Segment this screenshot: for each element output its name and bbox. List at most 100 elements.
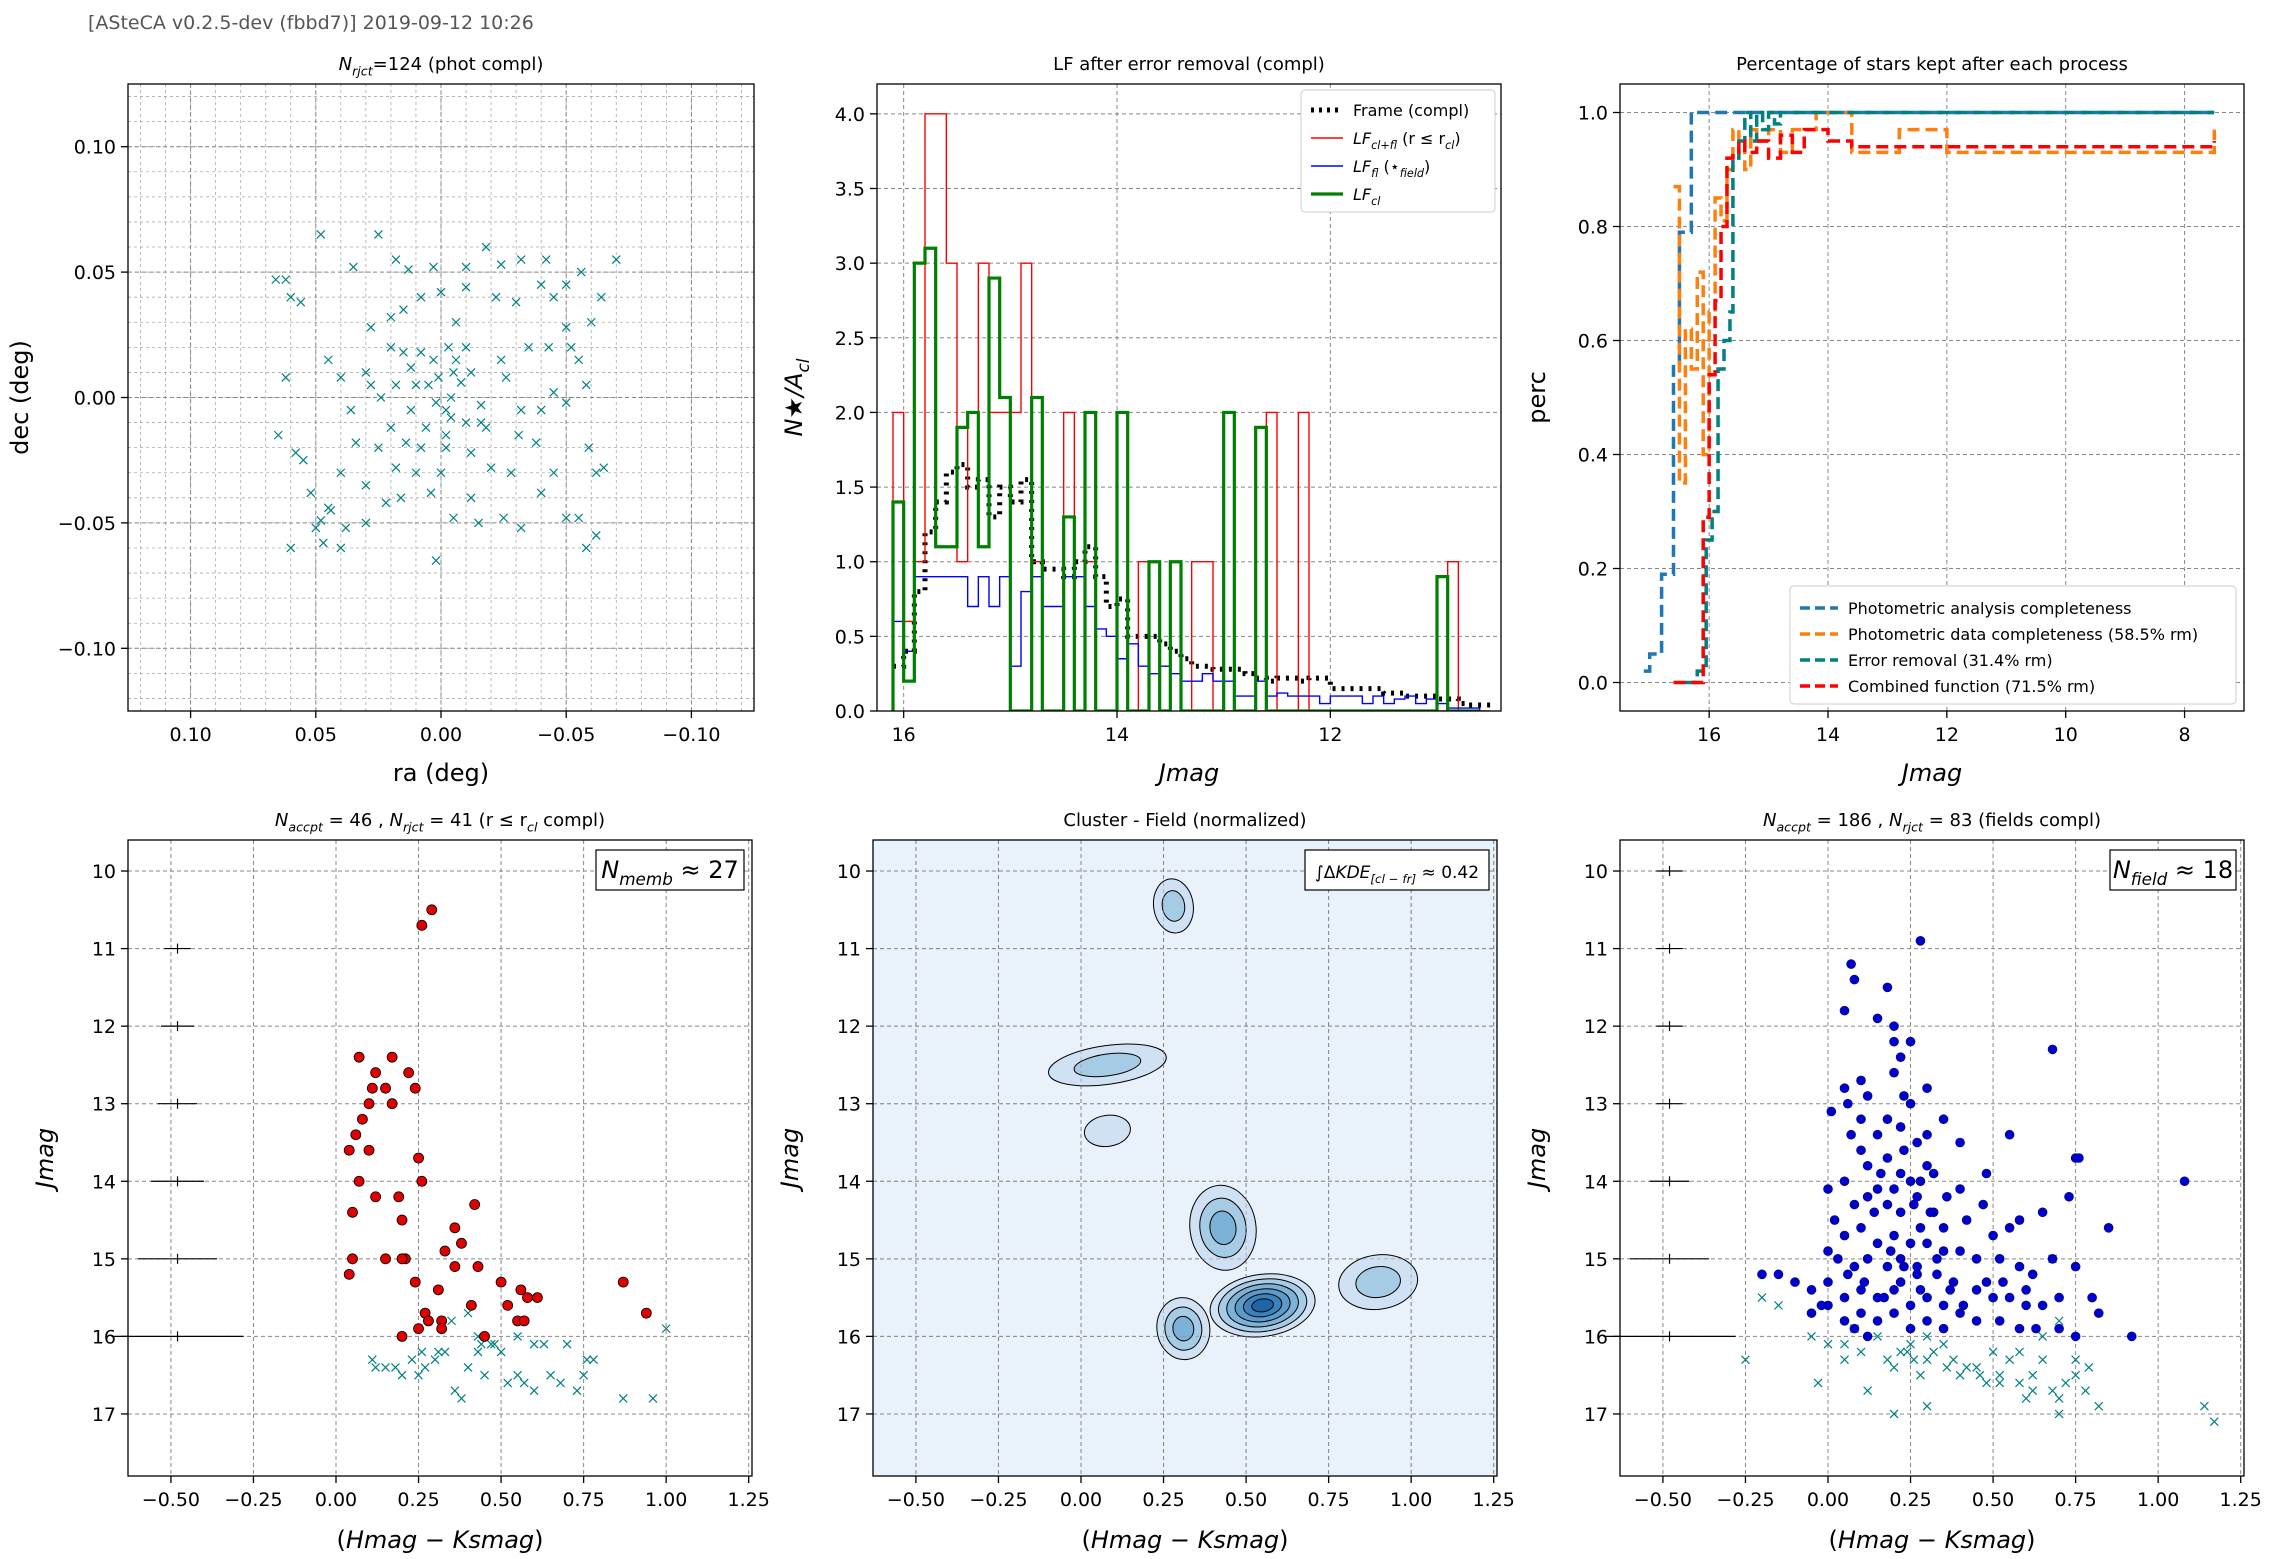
p6-member-point [1981, 1168, 1992, 1179]
p6-member-point [1889, 1308, 1899, 1318]
p4-rejected-point [447, 1316, 456, 1326]
p4-rejected-point [391, 1362, 400, 1372]
p4-rejected-point [618, 1394, 628, 1403]
p1-xtick-label: 0.00 [420, 724, 462, 746]
p1-point [461, 418, 471, 428]
p6-ytick-label: 12 [1584, 1016, 1608, 1038]
p6-rejected-point [1972, 1362, 1981, 1372]
p4-member-point [465, 1299, 477, 1311]
p3-title: Percentage of stars kept after each proc… [1736, 54, 2128, 75]
p1-point [451, 317, 461, 327]
p5-contours [1048, 878, 1419, 1361]
p1-xtick-label: 0.05 [295, 724, 337, 746]
p5-contour-level [1073, 1052, 1142, 1078]
p6-member-point [1856, 1075, 1866, 1086]
p1-point [348, 262, 358, 272]
p1-xtick-label: −0.10 [662, 724, 720, 746]
p6-member-point [2021, 1300, 2031, 1311]
p1-point [536, 488, 546, 498]
p4-xtick-label: 1.00 [645, 1489, 687, 1511]
p6-member-point [1905, 1300, 1916, 1311]
p4-member-point [353, 1175, 365, 1187]
p6-member-point [2070, 1331, 2081, 1342]
p2-ytick-label: 1.0 [835, 552, 865, 574]
p4-rejected-point [546, 1370, 556, 1380]
p3-series-line [1685, 110, 2215, 685]
p4-rejected-point [648, 1394, 658, 1403]
p2-ylabel: N★/Acl [780, 358, 813, 436]
p1-point [406, 405, 416, 415]
p6-member-point [1872, 1184, 1883, 1194]
p3-ytick-label: 0.0 [1578, 673, 1608, 695]
p6-frame [1619, 839, 2245, 1477]
p2-legend: Frame (compl) LFcl+fl (r ≤ rcl) LFfl (⋆fie… [1300, 89, 1496, 213]
p6-member-point [1843, 1269, 1853, 1280]
p4-axes: −0.50 −0.25 0.00 0.25 0.50 0.75 1.00 1.25 10 11 12… [92, 840, 770, 1511]
p4-ylabel: Jmag [31, 1128, 59, 1192]
p1-point [326, 505, 336, 515]
p1-point [461, 282, 471, 292]
p6-member-point [1862, 1254, 1873, 1264]
p4-ytick-label: 15 [92, 1249, 116, 1271]
p4-rejected-point [430, 1355, 440, 1365]
p4-member-point [432, 1284, 444, 1296]
p4-member-point [617, 1276, 629, 1288]
p6-member-point [2047, 1044, 2058, 1055]
p3-ylabel: perc [1523, 371, 1551, 424]
p1-point [561, 322, 571, 332]
p3-legend-box [1789, 585, 2237, 705]
p6-member-point [1994, 1316, 2005, 1326]
p1-point [516, 405, 526, 415]
p6-member-point [2179, 1176, 2190, 1187]
p4-rejected-point [661, 1324, 671, 1334]
p4-member-point [531, 1292, 543, 1304]
p5-ylabel: Jmag [776, 1128, 804, 1192]
p6-member-point [1833, 1254, 1843, 1264]
p6-member-point [1945, 1285, 1955, 1295]
p3-series [1643, 110, 2217, 685]
p6-rejected-point [1840, 1355, 1849, 1365]
p6-errorbars [1603, 866, 1736, 1342]
p6-rejected-point [1995, 1378, 2005, 1388]
p5-contour-level [1251, 1298, 1274, 1313]
p6-rejected-point [1906, 1339, 1915, 1349]
p1-point [496, 355, 506, 365]
p1-point [436, 287, 446, 297]
p4-rejected-point [417, 1347, 427, 1357]
p4-rejected-point [473, 1347, 483, 1357]
p6-member-point [1905, 1098, 1916, 1109]
p6-member-point [2014, 1215, 2025, 1225]
p6-member-point [1823, 1277, 1833, 1287]
p6-rejected-point [2094, 1401, 2104, 1411]
p1-point [373, 443, 383, 453]
p6-xtick-label: −0.50 [1634, 1489, 1692, 1511]
p1-point [511, 297, 521, 307]
p6-member-point [1839, 1292, 1850, 1303]
p6-member-point [1899, 1145, 1909, 1156]
p1-point [586, 317, 596, 327]
p6-member-point [2031, 1323, 2041, 1334]
p1-point [544, 342, 554, 352]
p6-member-point [1872, 1238, 1883, 1249]
p6-rejected-point [1896, 1347, 1906, 1357]
p4-rejected-point [381, 1362, 390, 1372]
p6-member-point [1899, 1261, 1909, 1272]
p6-member-point [1846, 1129, 1856, 1140]
p6-member-point [1971, 1316, 1982, 1326]
p6-member-point [1915, 936, 1926, 946]
p6-rejected-point [2038, 1331, 2048, 1341]
p5-title: Cluster - Field (normalized) [1063, 810, 1306, 831]
p5-xtick-label: 0.25 [1142, 1489, 1184, 1511]
p1-point [273, 430, 283, 440]
p2-series [891, 113, 1493, 711]
p4-member-point [396, 1253, 408, 1265]
p6-rejected-point [2048, 1386, 2057, 1396]
p5-xtick-label: 1.25 [1473, 1489, 1515, 1511]
p5-ytick-label: 17 [837, 1404, 861, 1426]
p6-rejected-point [1939, 1339, 1948, 1349]
p6-member-point [1889, 1230, 1899, 1241]
p1-point [366, 322, 376, 332]
p1-point [386, 342, 396, 352]
p6-rejected-point [2054, 1316, 2064, 1326]
